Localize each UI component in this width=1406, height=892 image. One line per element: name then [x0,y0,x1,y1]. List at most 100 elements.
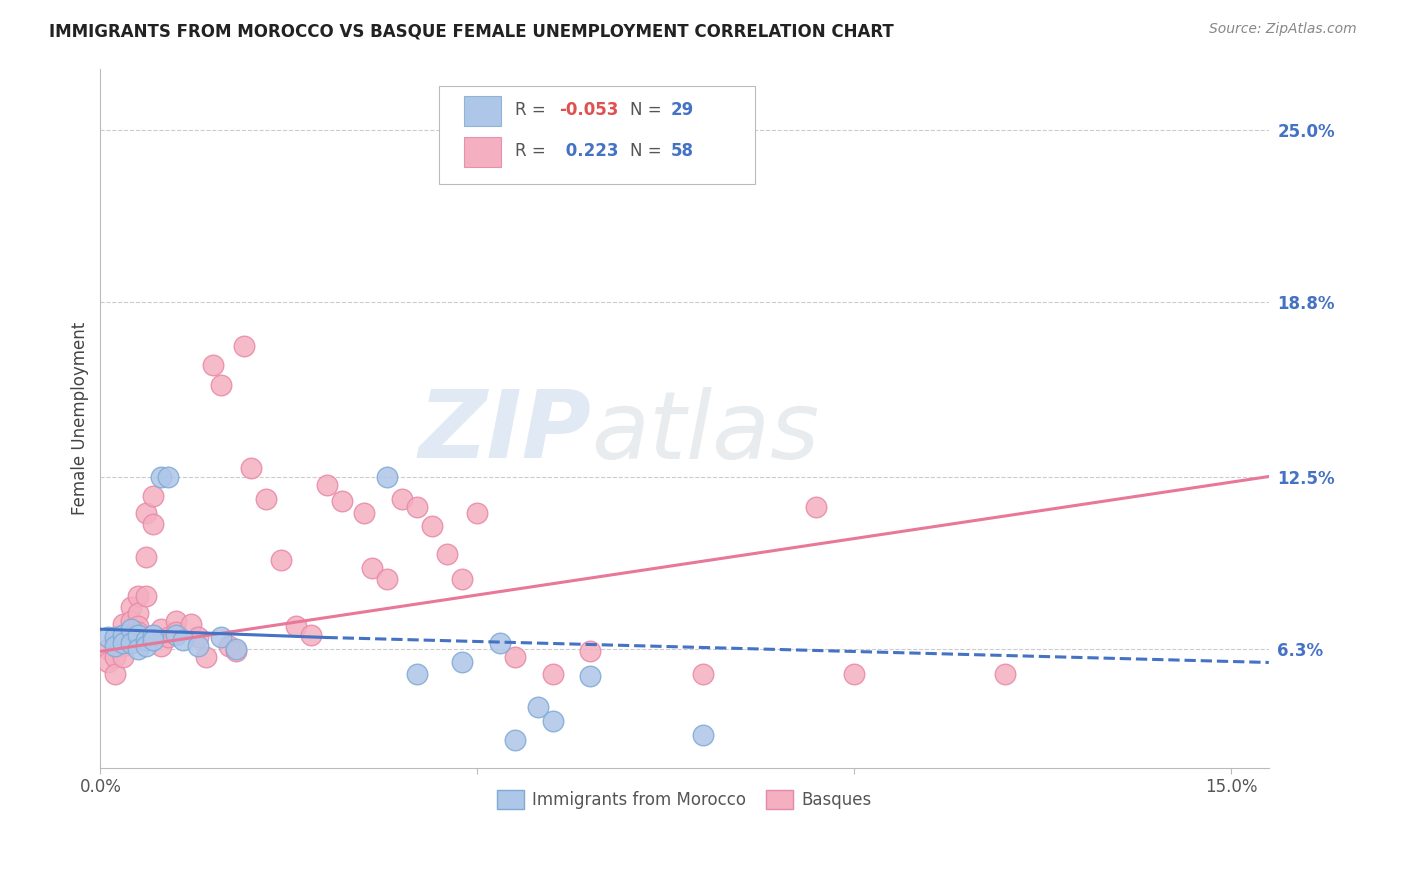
Point [157,631,180,645]
Point [254,491,277,506]
Point [120,622,142,636]
Point [375,572,398,586]
Point [330,494,353,508]
Point [844,666,866,681]
Point [157,469,180,483]
Point [149,639,172,653]
Point [127,619,149,633]
Point [465,506,488,520]
Text: Source: ZipAtlas.com: Source: ZipAtlas.com [1209,22,1357,37]
Text: -0.053: -0.053 [560,101,619,120]
Point [209,631,232,645]
Point [149,622,172,636]
Point [142,516,165,531]
Point [127,641,149,656]
Point [240,461,263,475]
Text: N =: N = [630,143,661,161]
Point [503,649,526,664]
Point [104,636,127,650]
Point [299,628,322,642]
Point [127,606,149,620]
Text: R =: R = [515,101,546,120]
Point [120,628,142,642]
Point [111,628,134,642]
Point [142,633,165,648]
Point [135,639,157,653]
Point [315,478,337,492]
Point [111,639,134,653]
Point [111,636,134,650]
Point [111,628,134,642]
Point [135,589,157,603]
Legend: Immigrants from Morocco, Basques: Immigrants from Morocco, Basques [491,783,879,815]
Point [232,339,254,353]
Point [97,656,120,670]
Point [994,666,1017,681]
Point [806,500,828,514]
Point [489,636,512,650]
Point [451,656,474,670]
Point [120,614,142,628]
Point [420,519,443,533]
Point [120,636,142,650]
Text: 58: 58 [671,143,693,161]
Point [451,572,474,586]
Point [194,649,217,664]
Point [142,489,165,503]
Text: N =: N = [630,101,661,120]
Point [526,699,548,714]
Point [225,641,247,656]
Point [165,614,187,628]
Point [111,649,134,664]
Point [104,649,127,664]
FancyBboxPatch shape [464,96,501,126]
Point [187,639,209,653]
Point [97,641,120,656]
Point [406,666,429,681]
Point [127,589,149,603]
Point [360,561,382,575]
Point [135,506,157,520]
Point [165,628,187,642]
Text: ZIP: ZIP [418,386,591,478]
Point [270,553,292,567]
Point [111,616,134,631]
Point [127,624,149,639]
Point [135,549,157,564]
Point [209,378,232,392]
Point [97,631,120,645]
Text: atlas: atlas [591,387,820,478]
Point [353,506,375,520]
Point [692,666,714,681]
Point [165,624,187,639]
Text: 0.223: 0.223 [560,143,619,161]
Point [391,491,413,506]
Point [104,666,127,681]
Point [120,636,142,650]
Point [579,669,602,683]
Point [541,714,564,728]
Point [142,628,165,642]
Point [104,639,127,653]
Point [285,619,308,633]
Point [375,469,398,483]
Point [149,469,172,483]
FancyBboxPatch shape [464,137,501,167]
Y-axis label: Female Unemployment: Female Unemployment [72,322,89,515]
Point [104,631,127,645]
Point [120,599,142,614]
Point [541,666,564,681]
Text: IMMIGRANTS FROM MOROCCO VS BASQUE FEMALE UNEMPLOYMENT CORRELATION CHART: IMMIGRANTS FROM MOROCCO VS BASQUE FEMALE… [49,22,894,40]
Point [218,639,240,653]
Point [579,644,602,658]
Point [406,500,429,514]
FancyBboxPatch shape [439,86,755,184]
Text: R =: R = [515,143,546,161]
Point [127,628,149,642]
Point [692,728,714,742]
Point [172,633,194,648]
Point [225,644,247,658]
Point [503,733,526,747]
Point [187,631,209,645]
Point [436,547,458,561]
